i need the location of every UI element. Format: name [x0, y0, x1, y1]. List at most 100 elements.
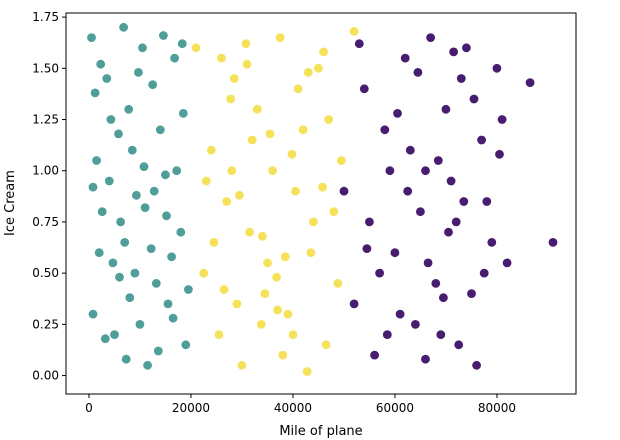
- scatter-point-2-1: [349, 299, 359, 309]
- x-axis-label: Mile of plane: [279, 424, 362, 439]
- scatter-point-0-13: [163, 299, 173, 309]
- scatter-point-0-16: [181, 340, 191, 350]
- scatter-point-2-19: [365, 217, 374, 227]
- scatter-point-1-23: [247, 135, 257, 145]
- scatter-point-0-3: [94, 248, 104, 258]
- scatter-point-1-17: [321, 340, 331, 350]
- scatter-point-2-43: [459, 197, 469, 206]
- scatter-point-1-33: [256, 320, 266, 329]
- scatter-point-0-21: [119, 22, 128, 32]
- x-tick-label: 20000: [172, 401, 210, 415]
- scatter-point-0-23: [172, 166, 182, 176]
- scatter-point-2-24: [426, 33, 435, 42]
- y-tick-label: 1.25: [32, 113, 59, 127]
- scatter-point-1-20: [201, 176, 211, 186]
- scatter-point-2-0: [339, 186, 349, 196]
- scatter-point-2-39: [469, 94, 479, 104]
- scatter-point-2-42: [439, 293, 448, 303]
- scatter-point-2-33: [354, 39, 364, 49]
- scatter-point-0-17: [104, 176, 114, 186]
- y-tick-label: 0.25: [32, 317, 59, 331]
- scatter-point-2-23: [416, 207, 425, 217]
- y-tick-label: 1.00: [32, 164, 59, 178]
- scatter-point-2-15: [492, 63, 502, 73]
- x-axis: 0 20000 40000 60000 80000: [85, 394, 516, 415]
- scatter-point-1-18: [329, 207, 339, 217]
- scatter-point-2-47: [421, 354, 430, 364]
- scatter-point-0-35: [167, 252, 177, 262]
- y-tick-label: 1.50: [32, 61, 59, 75]
- scatter-point-0-10: [143, 360, 153, 370]
- scatter-point-2-12: [462, 43, 471, 53]
- scatter-point-0-41: [115, 272, 124, 282]
- scatter-point-1-29: [349, 27, 359, 36]
- scatter-point-0-36: [88, 182, 98, 192]
- scatter-point-1-13: [291, 186, 300, 196]
- scatter-point-1-7: [245, 227, 255, 237]
- scatter-point-2-17: [525, 78, 535, 87]
- scatter-point-2-22: [405, 145, 415, 155]
- scatter-point-0-47: [139, 162, 149, 172]
- scatter-point-1-19: [337, 156, 346, 165]
- scatter-point-0-44: [168, 313, 178, 323]
- scatter-point-1-46: [227, 166, 237, 176]
- scatter-point-0-49: [177, 39, 187, 49]
- scatter-point-2-10: [441, 104, 451, 114]
- scatter-point-1-41: [242, 59, 252, 69]
- scatter-point-2-18: [548, 238, 558, 247]
- scatter-point-0-19: [151, 279, 161, 288]
- scatter-point-0-15: [176, 227, 186, 237]
- scatter-point-2-13: [472, 360, 481, 370]
- scatter-point-2-44: [393, 109, 402, 118]
- scatter-point-2-3: [370, 350, 379, 360]
- scatter-point-2-40: [382, 330, 392, 339]
- scatter-point-0-24: [90, 88, 100, 98]
- scatter-point-1-21: [217, 53, 226, 63]
- scatter-point-1-26: [293, 84, 303, 94]
- scatter-point-2-38: [444, 227, 453, 237]
- scatter-point-1-22: [232, 299, 242, 309]
- scatter-point-0-18: [127, 145, 137, 155]
- scatter-point-0-31: [100, 334, 110, 344]
- scatter-point-2-16: [502, 258, 512, 268]
- x-tick-label: 80000: [478, 401, 516, 415]
- scatter-point-0-34: [159, 31, 168, 40]
- scatter-point-0-39: [153, 346, 163, 356]
- scatter-point-1-11: [275, 33, 285, 42]
- scatter-point-0-2: [88, 309, 98, 319]
- scatter-point-2-28: [467, 289, 476, 298]
- scatter-point-2-30: [487, 238, 497, 247]
- x-tick-label: 60000: [376, 401, 414, 415]
- scatter-point-0-45: [106, 115, 116, 124]
- x-tick-label: 40000: [274, 401, 312, 415]
- scatter-point-1-0: [191, 43, 201, 53]
- scatter-point-1-15: [306, 248, 316, 258]
- scatter-point-1-39: [258, 231, 267, 241]
- scatter-point-1-3: [214, 330, 224, 339]
- plot-background: [66, 13, 576, 394]
- scatter-point-1-6: [237, 360, 247, 370]
- scatter-point-0-37: [184, 285, 193, 294]
- scatter-point-1-28: [324, 115, 334, 124]
- scatter-point-2-2: [359, 84, 369, 94]
- scatter-point-1-43: [265, 129, 275, 139]
- scatter-point-0-32: [114, 129, 123, 139]
- scatter-point-0-1: [92, 156, 101, 165]
- scatter-point-0-30: [178, 109, 188, 118]
- scatter-point-0-25: [108, 258, 118, 268]
- scatter-point-2-6: [400, 53, 410, 63]
- scatter-point-0-9: [138, 43, 147, 53]
- scatter-point-1-24: [263, 258, 272, 268]
- scatter-point-2-49: [495, 149, 504, 159]
- scatter-point-2-9: [431, 279, 441, 288]
- scatter-point-2-31: [497, 115, 507, 124]
- scatter-point-0-27: [134, 68, 143, 77]
- scatter-point-2-26: [446, 176, 456, 186]
- scatter-point-2-29: [477, 135, 486, 145]
- scatter-point-2-35: [454, 340, 464, 350]
- scatter-point-2-46: [362, 244, 372, 254]
- scatter-point-1-38: [235, 190, 244, 200]
- scatter-point-1-8: [252, 104, 262, 114]
- scatter-point-2-37: [403, 186, 413, 196]
- scatter-point-0-43: [148, 80, 158, 90]
